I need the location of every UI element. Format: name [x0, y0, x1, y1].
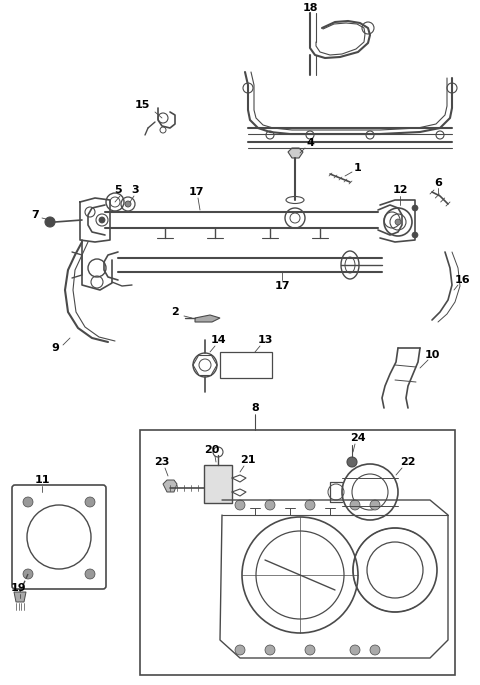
Text: 4: 4 — [306, 138, 314, 148]
Circle shape — [125, 201, 131, 207]
Polygon shape — [288, 148, 303, 158]
Circle shape — [99, 217, 105, 223]
Text: 1: 1 — [354, 163, 362, 173]
Text: 16: 16 — [454, 275, 470, 285]
Text: 7: 7 — [31, 210, 39, 220]
Text: 19: 19 — [10, 583, 26, 593]
Text: 8: 8 — [251, 403, 259, 413]
Text: 15: 15 — [134, 100, 150, 110]
Text: 24: 24 — [350, 433, 366, 443]
Circle shape — [347, 457, 357, 467]
Text: 5: 5 — [114, 185, 122, 195]
Text: 17: 17 — [274, 281, 290, 291]
Circle shape — [23, 569, 33, 579]
Text: 10: 10 — [424, 350, 440, 360]
Bar — [220, 352, 272, 378]
Text: 18: 18 — [302, 3, 318, 13]
Text: 14: 14 — [210, 335, 226, 345]
Bar — [204, 465, 232, 503]
Text: 23: 23 — [154, 457, 170, 467]
Polygon shape — [14, 592, 26, 602]
Circle shape — [85, 569, 95, 579]
Text: 12: 12 — [392, 185, 408, 195]
Polygon shape — [195, 315, 220, 322]
Text: 17: 17 — [188, 187, 204, 197]
Circle shape — [412, 205, 418, 211]
Text: 9: 9 — [51, 343, 59, 353]
Text: 13: 13 — [257, 335, 273, 345]
Text: 6: 6 — [434, 178, 442, 188]
Circle shape — [265, 645, 275, 655]
Polygon shape — [163, 480, 177, 492]
Circle shape — [412, 232, 418, 238]
Text: 11: 11 — [34, 475, 50, 485]
Text: 2: 2 — [171, 307, 179, 317]
Circle shape — [305, 645, 315, 655]
Text: 20: 20 — [204, 445, 220, 455]
Text: 22: 22 — [400, 457, 416, 467]
Circle shape — [45, 217, 55, 227]
Circle shape — [370, 500, 380, 510]
Circle shape — [85, 497, 95, 507]
Circle shape — [305, 500, 315, 510]
Circle shape — [235, 500, 245, 510]
Circle shape — [350, 645, 360, 655]
Circle shape — [350, 500, 360, 510]
Circle shape — [395, 219, 401, 225]
Circle shape — [235, 645, 245, 655]
Circle shape — [265, 500, 275, 510]
Text: 3: 3 — [131, 185, 139, 195]
Text: 21: 21 — [240, 455, 256, 465]
Circle shape — [370, 645, 380, 655]
Bar — [140, 430, 455, 675]
Circle shape — [23, 497, 33, 507]
